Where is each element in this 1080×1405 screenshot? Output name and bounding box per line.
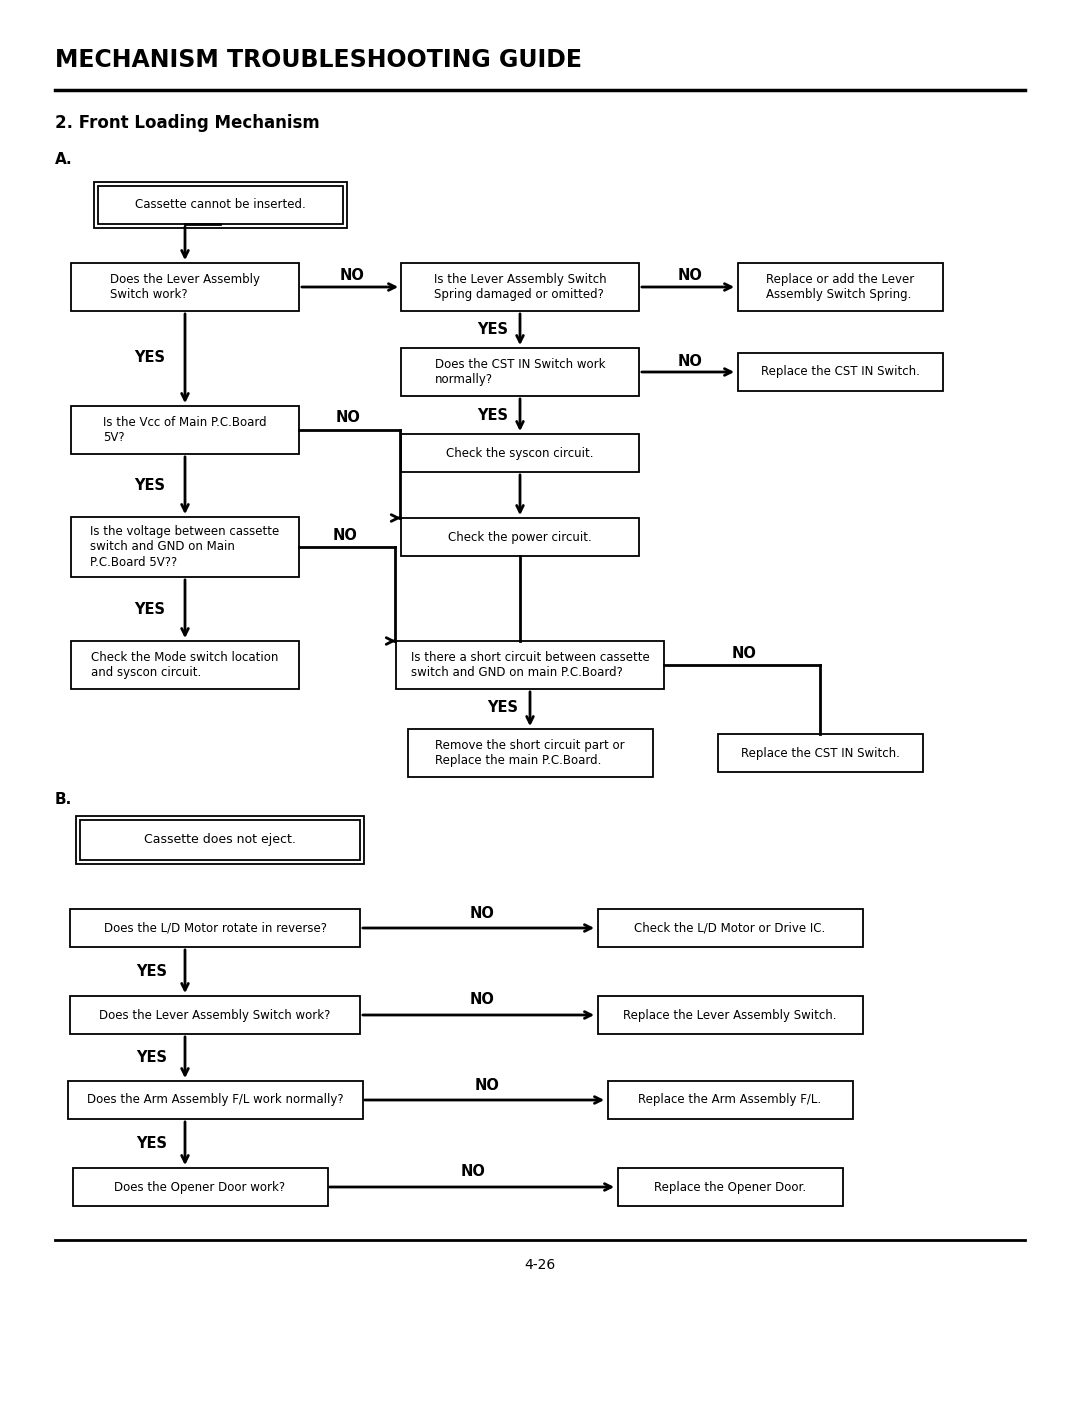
Text: Replace the Lever Assembly Switch.: Replace the Lever Assembly Switch. [623, 1009, 837, 1021]
FancyBboxPatch shape [401, 263, 639, 311]
FancyBboxPatch shape [597, 996, 863, 1034]
Text: Is the Lever Assembly Switch
Spring damaged or omitted?: Is the Lever Assembly Switch Spring dama… [434, 273, 606, 301]
FancyBboxPatch shape [71, 406, 299, 454]
FancyBboxPatch shape [80, 821, 360, 860]
FancyBboxPatch shape [597, 909, 863, 947]
Text: YES: YES [487, 701, 518, 715]
Text: YES: YES [477, 322, 509, 337]
Text: YES: YES [136, 964, 167, 978]
Text: Is the voltage between cassette
switch and GND on Main
P.C.Board 5V??: Is the voltage between cassette switch a… [91, 525, 280, 569]
Text: A.: A. [55, 153, 72, 167]
Text: YES: YES [477, 407, 509, 423]
Text: NO: NO [470, 905, 495, 920]
FancyBboxPatch shape [97, 185, 342, 223]
FancyBboxPatch shape [607, 1080, 852, 1118]
Text: Replace the Arm Assembly F/L.: Replace the Arm Assembly F/L. [638, 1093, 822, 1107]
Text: YES: YES [136, 1135, 167, 1151]
Text: NO: NO [677, 354, 702, 368]
FancyBboxPatch shape [70, 909, 360, 947]
FancyBboxPatch shape [71, 641, 299, 688]
Text: NO: NO [339, 267, 364, 282]
Text: Is the Vcc of Main P.C.Board
5V?: Is the Vcc of Main P.C.Board 5V? [104, 416, 267, 444]
Text: NO: NO [731, 645, 756, 660]
Text: Check the L/D Motor or Drive IC.: Check the L/D Motor or Drive IC. [634, 922, 825, 934]
Text: Does the L/D Motor rotate in reverse?: Does the L/D Motor rotate in reverse? [104, 922, 326, 934]
Text: Does the Lever Assembly Switch work?: Does the Lever Assembly Switch work? [99, 1009, 330, 1021]
Text: Does the CST IN Switch work
normally?: Does the CST IN Switch work normally? [435, 358, 605, 386]
Text: YES: YES [135, 601, 165, 617]
Text: Replace the CST IN Switch.: Replace the CST IN Switch. [741, 746, 900, 760]
FancyBboxPatch shape [72, 1168, 327, 1205]
Text: Does the Opener Door work?: Does the Opener Door work? [114, 1180, 285, 1193]
Text: Replace or add the Lever
Assembly Switch Spring.: Replace or add the Lever Assembly Switch… [766, 273, 914, 301]
FancyBboxPatch shape [71, 517, 299, 577]
FancyBboxPatch shape [738, 263, 943, 311]
FancyBboxPatch shape [401, 518, 639, 556]
FancyBboxPatch shape [407, 729, 652, 777]
Text: NO: NO [677, 267, 702, 282]
Text: Does the Lever Assembly
Switch work?: Does the Lever Assembly Switch work? [110, 273, 260, 301]
FancyBboxPatch shape [401, 348, 639, 396]
Text: NO: NO [474, 1078, 499, 1093]
Text: YES: YES [135, 478, 165, 493]
Text: Replace the Opener Door.: Replace the Opener Door. [653, 1180, 806, 1193]
FancyBboxPatch shape [618, 1168, 842, 1205]
Text: Cassette cannot be inserted.: Cassette cannot be inserted. [135, 198, 306, 212]
Text: Check the power circuit.: Check the power circuit. [448, 531, 592, 544]
FancyBboxPatch shape [717, 733, 922, 771]
Text: Remove the short circuit part or
Replace the main P.C.Board.: Remove the short circuit part or Replace… [435, 739, 625, 767]
Text: NO: NO [460, 1165, 485, 1180]
Text: 4-26: 4-26 [525, 1257, 555, 1272]
Text: NO: NO [470, 992, 495, 1007]
Text: YES: YES [136, 1050, 167, 1065]
Text: NO: NO [336, 410, 361, 426]
Text: Cassette does not eject.: Cassette does not eject. [144, 833, 296, 846]
Text: B.: B. [55, 792, 72, 808]
Text: 2. Front Loading Mechanism: 2. Front Loading Mechanism [55, 114, 320, 132]
Text: MECHANISM TROUBLESHOOTING GUIDE: MECHANISM TROUBLESHOOTING GUIDE [55, 48, 582, 72]
FancyBboxPatch shape [738, 353, 943, 391]
Text: Is there a short circuit between cassette
switch and GND on main P.C.Board?: Is there a short circuit between cassett… [410, 651, 649, 679]
FancyBboxPatch shape [396, 641, 664, 688]
Text: Replace the CST IN Switch.: Replace the CST IN Switch. [760, 365, 919, 378]
FancyBboxPatch shape [71, 263, 299, 311]
FancyBboxPatch shape [401, 434, 639, 472]
FancyBboxPatch shape [67, 1080, 363, 1118]
FancyBboxPatch shape [70, 996, 360, 1034]
Text: NO: NO [333, 527, 357, 542]
Text: Check the Mode switch location
and syscon circuit.: Check the Mode switch location and sysco… [92, 651, 279, 679]
Text: YES: YES [135, 350, 165, 365]
Text: Check the syscon circuit.: Check the syscon circuit. [446, 447, 594, 459]
Text: Does the Arm Assembly F/L work normally?: Does the Arm Assembly F/L work normally? [86, 1093, 343, 1107]
